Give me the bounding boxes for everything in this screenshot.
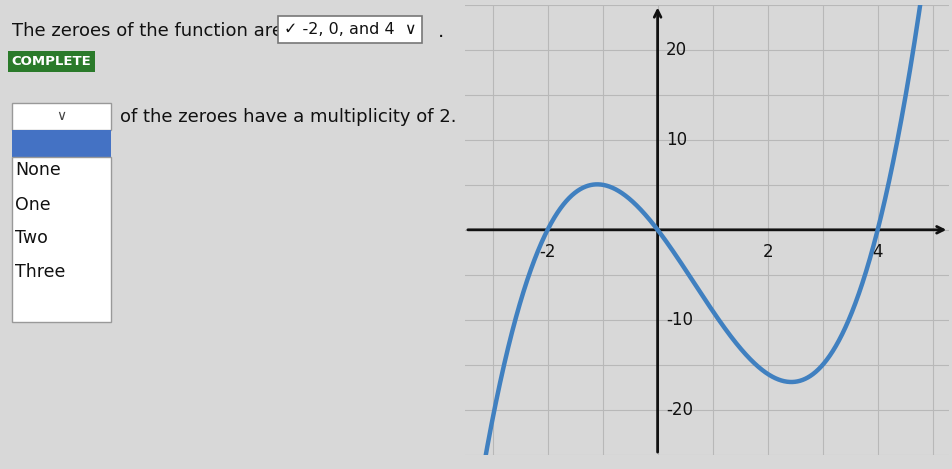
Text: 10: 10 — [665, 131, 686, 149]
Text: 4: 4 — [871, 243, 882, 261]
FancyBboxPatch shape — [11, 103, 110, 130]
Text: COMPLETE: COMPLETE — [11, 55, 91, 68]
Text: .: . — [438, 22, 444, 41]
Text: -20: -20 — [665, 401, 692, 419]
Text: Three: Three — [15, 263, 66, 281]
FancyBboxPatch shape — [11, 130, 110, 157]
Text: ✓ -2, 0, and 4  ∨: ✓ -2, 0, and 4 ∨ — [284, 22, 416, 37]
Text: -10: -10 — [665, 311, 692, 329]
FancyBboxPatch shape — [11, 157, 110, 322]
Text: 20: 20 — [665, 41, 686, 59]
Text: None: None — [15, 161, 61, 179]
Text: The zeroes of the function are: The zeroes of the function are — [11, 22, 282, 40]
Text: -2: -2 — [539, 243, 555, 261]
Text: of the zeroes have a multiplicity of 2.: of the zeroes have a multiplicity of 2. — [120, 107, 456, 126]
Text: 2: 2 — [762, 243, 772, 261]
Text: One: One — [15, 196, 51, 214]
Text: ∨: ∨ — [56, 109, 66, 123]
Text: Two: Two — [15, 229, 49, 247]
